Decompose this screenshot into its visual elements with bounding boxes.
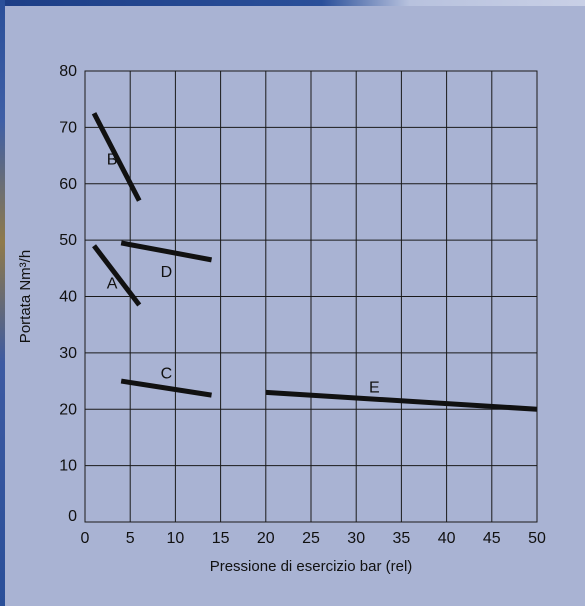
x-tick-label: 50 <box>528 530 546 547</box>
series-label-a: A <box>107 275 118 292</box>
series-lines <box>91 112 538 412</box>
x-tick-label: 40 <box>438 530 456 547</box>
top-accent-band <box>0 0 585 6</box>
x-tick-label: 45 <box>483 530 501 547</box>
plot-border <box>84 70 538 523</box>
series-line-d <box>120 240 213 263</box>
x-tick-labels: 0 5 10 15 20 25 30 35 40 45 50 <box>81 530 546 547</box>
series-line-b <box>91 112 142 202</box>
y-tick-label: 0 <box>68 508 77 525</box>
x-tick-label: 20 <box>257 530 275 547</box>
series-line-c <box>120 378 212 398</box>
grid <box>84 70 538 523</box>
series-labels: A B C D E <box>107 151 380 396</box>
y-tick-label: 70 <box>59 119 77 136</box>
x-tick-label: 30 <box>347 530 365 547</box>
series-label-e: E <box>369 380 380 397</box>
y-tick-label: 80 <box>59 63 77 80</box>
series-label-c: C <box>161 366 173 383</box>
y-axis-label: Portata Nm³/h <box>17 250 34 343</box>
x-axis-label: Pressione di esercizio bar (rel) <box>210 558 413 575</box>
series-label-d: D <box>161 264 173 281</box>
x-tick-label: 0 <box>81 530 90 547</box>
x-tick-label: 10 <box>167 530 185 547</box>
series-line-e <box>265 389 538 412</box>
y-tick-labels: 0 10 20 30 40 50 60 70 80 <box>59 63 77 525</box>
y-tick-label: 40 <box>59 289 77 306</box>
series-line-a <box>92 244 142 307</box>
x-tick-label: 25 <box>302 530 320 547</box>
x-tick-label: 35 <box>393 530 411 547</box>
y-tick-label: 20 <box>59 401 77 418</box>
x-tick-label: 5 <box>126 530 135 547</box>
series-label-b: B <box>107 151 118 168</box>
y-tick-label: 50 <box>59 232 77 249</box>
x-tick-label: 15 <box>212 530 230 547</box>
y-tick-label: 30 <box>59 345 77 362</box>
y-tick-label: 10 <box>59 458 77 475</box>
y-tick-label: 60 <box>59 176 77 193</box>
left-accent-band <box>0 0 5 606</box>
